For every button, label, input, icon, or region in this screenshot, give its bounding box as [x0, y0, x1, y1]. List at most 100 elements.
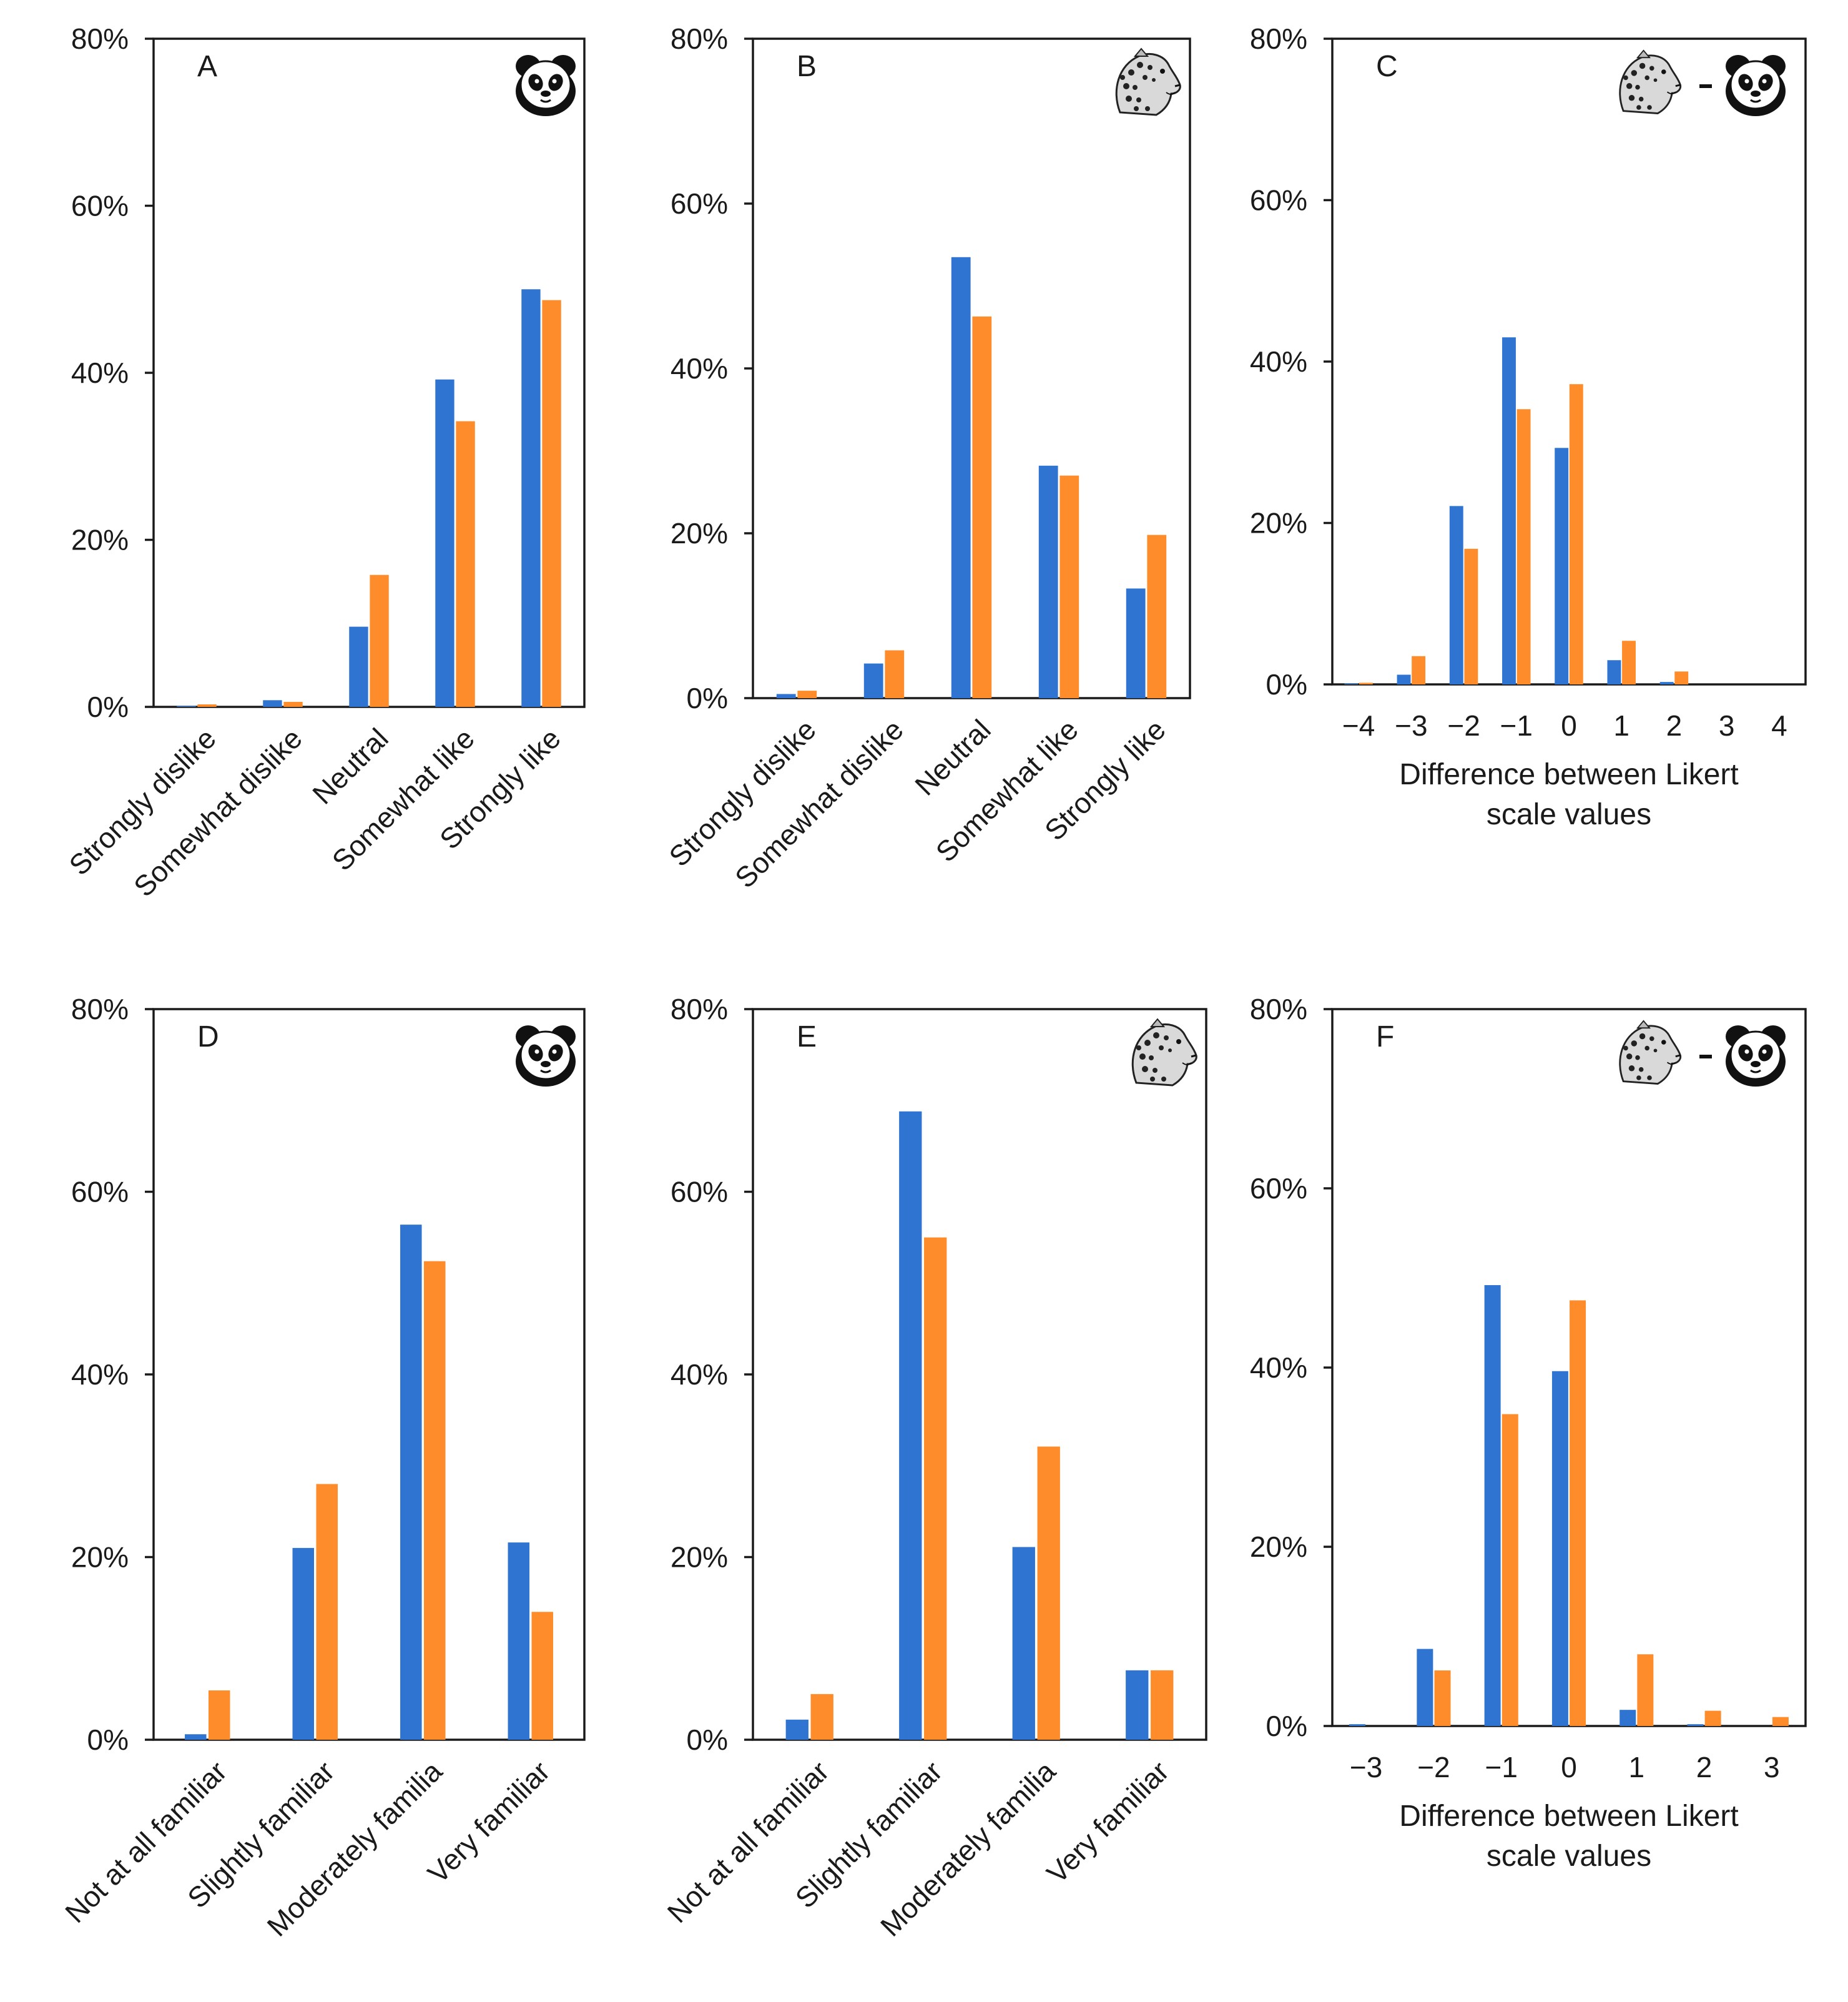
x-tick-label: 1: [1628, 1751, 1644, 1783]
bar-series-2: [1516, 409, 1531, 684]
y-tick-label: 20%: [71, 1541, 129, 1574]
y-tick-label: 20%: [671, 517, 728, 550]
bar-series-1: [899, 1111, 922, 1740]
chart-panel-e: 0%20%40%60%80%Not at all familiarSlightl…: [661, 993, 1207, 1943]
bar-series-1: [177, 706, 196, 707]
bar-series-2: [1674, 671, 1689, 684]
bar-series-1: [508, 1542, 530, 1740]
bar-series-2: [1464, 548, 1478, 684]
plot-frame: [752, 37, 1191, 699]
y-tick-label: 20%: [71, 524, 129, 556]
x-axis-title: scale values: [1487, 1840, 1651, 1873]
y-tick-label: 40%: [1250, 345, 1307, 378]
y-tick-label: 0%: [1266, 668, 1307, 701]
y-tick-label: 40%: [1250, 1351, 1307, 1384]
panel-letter: F: [1376, 1020, 1394, 1053]
bar-series-2: [283, 701, 303, 707]
bar-series-1: [1126, 588, 1146, 698]
plot-frame: [1331, 37, 1807, 686]
bar-series-1: [185, 1734, 207, 1740]
bar-series-2: [1772, 1717, 1789, 1726]
panel-letter: E: [797, 1020, 817, 1053]
bar-series-2: [810, 1694, 833, 1740]
bar-series-2: [1037, 1446, 1060, 1740]
bar-series-1: [1607, 660, 1621, 684]
bar-series-1: [1619, 1710, 1636, 1726]
bar-series-1: [776, 694, 796, 698]
chart-panel-d: 0%20%40%60%80%Not at all familiarSlightl…: [59, 993, 586, 1943]
bar-series-2: [531, 1612, 553, 1740]
leopard-minus-panda-icon: [1619, 49, 1787, 117]
x-tick-label: −3: [1350, 1751, 1382, 1783]
x-tick-label: 2: [1666, 709, 1683, 742]
y-tick-label: 20%: [1250, 507, 1307, 540]
leopard-icon: [1115, 47, 1181, 116]
x-tick-label: 0: [1561, 709, 1577, 742]
bar-series-2: [1359, 683, 1373, 684]
y-tick-label: 80%: [671, 22, 728, 55]
bar-series-1: [1349, 1724, 1366, 1726]
y-tick-label: 40%: [71, 1358, 129, 1391]
x-tick-label: 1: [1613, 709, 1629, 742]
x-tick-label: 3: [1719, 709, 1735, 742]
y-tick-label: 60%: [1250, 1172, 1307, 1205]
y-tick-label: 20%: [1250, 1531, 1307, 1563]
leopard-icon: [1131, 1018, 1197, 1087]
panel-letter: C: [1376, 50, 1398, 83]
y-tick-label: 40%: [671, 352, 728, 385]
y-tick-label: 20%: [671, 1541, 728, 1574]
x-category-label: Somewhat dislike: [729, 713, 910, 894]
x-category-label: Strongly dislike: [662, 713, 822, 873]
x-tick-label: −2: [1447, 709, 1480, 742]
bar-series-2: [1151, 1670, 1174, 1740]
bar-series-1: [1397, 674, 1411, 684]
y-tick-label: 60%: [671, 1176, 728, 1208]
bar-series-1: [1038, 465, 1058, 698]
x-category-label: Very familiar: [1040, 1755, 1175, 1890]
bar-series-2: [1569, 384, 1583, 684]
bar-series-1: [1687, 1724, 1704, 1726]
x-tick-label: −1: [1500, 709, 1533, 742]
x-axis-title: scale values: [1487, 798, 1651, 831]
panel-letter: A: [197, 50, 217, 83]
plot-frame: [1331, 1008, 1807, 1727]
y-tick-label: 80%: [71, 22, 129, 55]
bar-series-2: [797, 691, 817, 698]
bar-series-1: [1012, 1547, 1035, 1740]
panel-letter: B: [797, 50, 817, 83]
bar-series-2: [370, 574, 389, 707]
bar-series-1: [1551, 1371, 1568, 1726]
bar-series-2: [885, 650, 905, 698]
y-tick-label: 0%: [87, 1723, 129, 1756]
chart-panel-f: 0% 20% 40% 60% 80% −3 −2 −1 0 1 2 3 Difference betwe…: [1250, 993, 1807, 1873]
bar-series-2: [924, 1237, 947, 1740]
bar-series-2: [1434, 1670, 1451, 1726]
bar-series-2: [316, 1484, 338, 1740]
y-tick-label: 0%: [1266, 1710, 1307, 1742]
bar-series-2: [1637, 1654, 1654, 1726]
y-tick-label: 0%: [687, 682, 728, 714]
bar-series-2: [1412, 656, 1426, 684]
bar-series-1: [521, 289, 541, 707]
bar-series-1: [1502, 337, 1516, 684]
x-category-label: Neutral: [908, 713, 997, 802]
bar-series-1: [1659, 682, 1674, 684]
x-tick-label: −4: [1342, 709, 1375, 742]
bar-series-2: [542, 300, 561, 707]
panda-icon: [514, 54, 577, 117]
y-tick-label: 0%: [687, 1723, 728, 1756]
x-tick-label: −2: [1417, 1751, 1450, 1783]
y-tick-label: 40%: [71, 357, 129, 389]
x-tick-label: 4: [1771, 709, 1787, 742]
panda-icon: [514, 1024, 577, 1088]
y-tick-label: 80%: [671, 993, 728, 1025]
panel-letter: D: [197, 1020, 219, 1053]
y-tick-label: 40%: [671, 1358, 728, 1391]
bar-series-1: [785, 1719, 808, 1740]
bar-series-2: [1147, 535, 1167, 698]
bar-series-1: [1555, 448, 1569, 684]
x-category-label: Neutral: [306, 722, 395, 811]
bar-series-1: [263, 700, 282, 707]
